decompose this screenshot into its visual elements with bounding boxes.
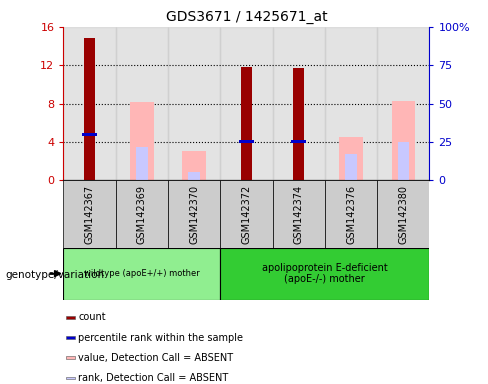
Text: value, Detection Call = ABSENT: value, Detection Call = ABSENT bbox=[78, 353, 233, 363]
Bar bbox=[293, 68, 305, 180]
Bar bbox=[63, 180, 116, 248]
Title: GDS3671 / 1425671_at: GDS3671 / 1425671_at bbox=[165, 10, 327, 25]
Bar bbox=[168, 27, 220, 180]
Bar bbox=[241, 67, 252, 180]
Bar bbox=[398, 142, 409, 180]
Text: GSM142369: GSM142369 bbox=[137, 185, 147, 243]
Bar bbox=[63, 248, 220, 300]
Bar bbox=[66, 377, 75, 379]
Bar bbox=[66, 336, 75, 339]
Bar bbox=[220, 180, 273, 248]
Bar bbox=[239, 140, 254, 142]
Text: GSM142380: GSM142380 bbox=[398, 185, 408, 243]
Text: count: count bbox=[78, 313, 105, 323]
Text: GSM142372: GSM142372 bbox=[242, 184, 251, 244]
Bar bbox=[188, 172, 200, 180]
Bar bbox=[273, 27, 325, 180]
Bar bbox=[325, 180, 377, 248]
Text: GSM142376: GSM142376 bbox=[346, 185, 356, 243]
Bar bbox=[168, 180, 220, 248]
Bar bbox=[66, 356, 75, 359]
Bar bbox=[116, 180, 168, 248]
Text: rank, Detection Call = ABSENT: rank, Detection Call = ABSENT bbox=[78, 373, 228, 383]
Text: GSM142367: GSM142367 bbox=[84, 185, 95, 243]
Bar bbox=[136, 147, 148, 180]
Bar bbox=[84, 38, 95, 180]
Bar bbox=[183, 151, 206, 180]
Bar bbox=[220, 248, 429, 300]
Bar bbox=[220, 27, 273, 180]
Text: GSM142374: GSM142374 bbox=[294, 185, 304, 243]
Bar bbox=[273, 180, 325, 248]
Text: wildtype (apoE+/+) mother: wildtype (apoE+/+) mother bbox=[84, 269, 200, 278]
Bar bbox=[130, 102, 154, 180]
Bar bbox=[325, 27, 377, 180]
Bar bbox=[63, 27, 116, 180]
Bar bbox=[339, 137, 363, 180]
Bar bbox=[391, 101, 415, 180]
Text: GSM142370: GSM142370 bbox=[189, 185, 199, 243]
Bar bbox=[66, 316, 75, 319]
Text: percentile rank within the sample: percentile rank within the sample bbox=[78, 333, 243, 343]
Bar bbox=[291, 140, 306, 142]
Text: apolipoprotein E-deficient
(apoE-/-) mother: apolipoprotein E-deficient (apoE-/-) mot… bbox=[262, 263, 388, 285]
Bar bbox=[377, 180, 429, 248]
Bar bbox=[116, 27, 168, 180]
Bar bbox=[346, 154, 357, 180]
Bar bbox=[377, 27, 429, 180]
Text: genotype/variation: genotype/variation bbox=[5, 270, 104, 280]
Bar bbox=[82, 133, 97, 136]
